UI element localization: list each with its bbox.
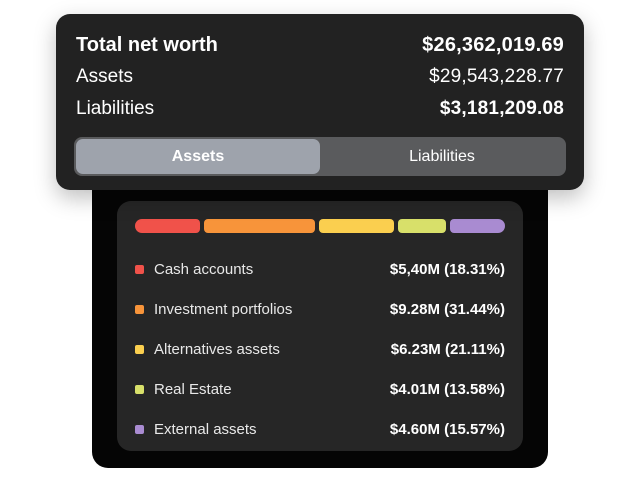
legend-item-cash-accounts[interactable]: Cash accounts $5,40M (18.31%)	[135, 249, 505, 289]
liabilities-label: Liabilities	[76, 98, 155, 119]
allocation-bar	[135, 219, 505, 233]
legend-item-investment-portfolios[interactable]: Investment portfolios $9.28M (31.44%)	[135, 289, 505, 329]
legend-value: $6.23M (21.11%)	[390, 340, 505, 358]
total-net-worth-value: $26,362,019.69	[422, 34, 564, 56]
total-net-worth-row: Total net worth $26,362,019.69	[76, 34, 564, 56]
legend-label: Investment portfolios	[154, 300, 293, 318]
asset-legend: Cash accounts $5,40M (18.31%) Investment…	[135, 249, 505, 449]
legend-value: $4.01M (13.58%)	[389, 380, 505, 398]
real-estate-color-dot	[135, 384, 144, 394]
allocation-segment-cash-accounts	[135, 219, 200, 233]
legend-value: $5,40M (18.31%)	[389, 260, 505, 278]
external-assets-color-dot	[135, 424, 144, 434]
assets-value: $29,543,228.77	[429, 66, 564, 87]
cash-accounts-color-dot	[135, 264, 144, 274]
allocation-segment-real-estate	[397, 219, 446, 233]
liabilities-row: Liabilities $3,181,209.08	[76, 98, 564, 120]
legend-item-alternatives-assets[interactable]: Alternatives assets $6.23M (21.11%)	[135, 329, 505, 369]
legend-value: $4.60M (15.57%)	[389, 420, 505, 438]
tab-liabilities[interactable]: Liabilities	[409, 147, 475, 165]
assets-liabilities-toggle: Assets Liabilities	[74, 137, 566, 176]
legend-item-real-estate[interactable]: Real Estate $4.01M (13.58%)	[135, 369, 505, 409]
legend-label: Alternatives assets	[154, 340, 280, 358]
investment-portfolios-color-dot	[135, 304, 144, 314]
tab-assets[interactable]: Assets	[76, 139, 320, 174]
allocation-segment-external-assets	[449, 219, 505, 233]
net-worth-summary-card: Total net worth $26,362,019.69 Assets $2…	[56, 14, 584, 190]
legend-label: Cash accounts	[154, 260, 254, 278]
legend-item-external-assets[interactable]: External assets $4.60M (15.57%)	[135, 409, 505, 449]
asset-breakdown-card: Cash accounts $5,40M (18.31%) Investment…	[117, 201, 523, 451]
total-net-worth-label: Total net worth	[76, 34, 218, 56]
legend-label: External assets	[154, 420, 257, 438]
alternatives-assets-color-dot	[135, 344, 144, 354]
assets-row: Assets $29,543,228.77	[76, 66, 564, 88]
liabilities-value: $3,181,209.08	[439, 98, 564, 119]
assets-label: Assets	[76, 66, 134, 87]
legend-value: $9.28M (31.44%)	[389, 300, 505, 318]
allocation-segment-alternatives-assets	[319, 219, 394, 233]
legend-label: Real Estate	[154, 380, 232, 398]
allocation-segment-investment-portfolios	[203, 219, 316, 233]
